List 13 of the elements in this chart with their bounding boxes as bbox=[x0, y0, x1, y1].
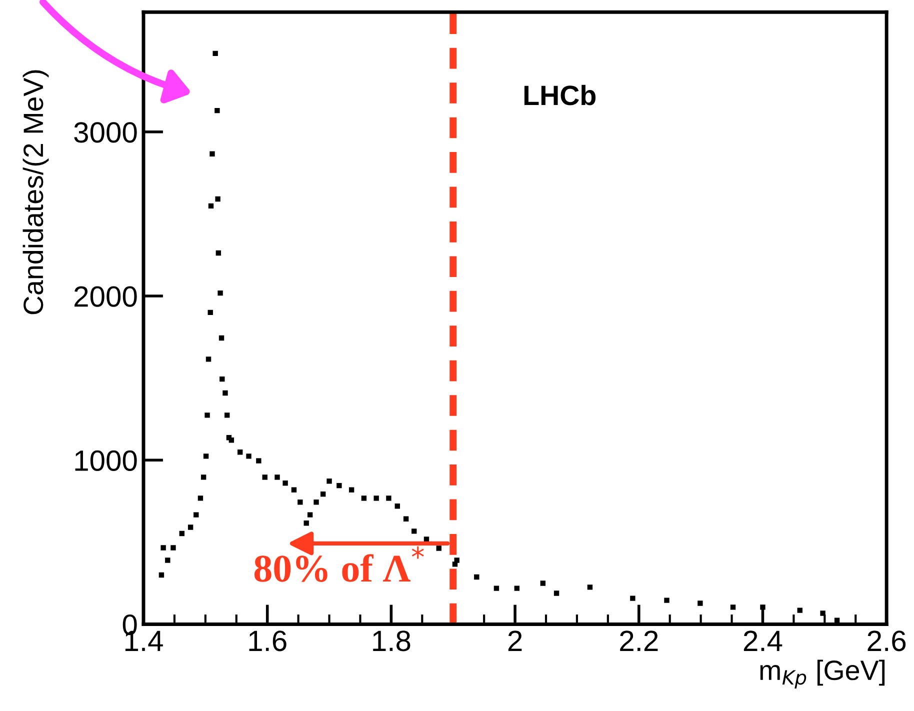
y-tick-label: 2000 bbox=[74, 286, 137, 307]
annotation: 80% of Λ$^{*}$ bbox=[254, 546, 424, 582]
x-tick-label: 2.2 bbox=[620, 630, 658, 651]
x-tick-label: 2.6 bbox=[868, 630, 906, 652]
x-axis-title: m$_{Kp}$ [GeV] bbox=[760, 660, 885, 689]
x-tick-label: 2 bbox=[508, 630, 522, 651]
x-tick-label: 1.8 bbox=[373, 630, 410, 652]
y-tick-label: 1000 bbox=[75, 450, 137, 471]
y-axis-title: Candidates/(2 MeV) bbox=[22, 70, 49, 314]
x-tick-label: 1.6 bbox=[249, 630, 286, 652]
y-tick-label: 3000 bbox=[74, 122, 137, 143]
x-tick-label: 2.4 bbox=[744, 630, 782, 651]
annotation: LHCb bbox=[524, 84, 596, 106]
